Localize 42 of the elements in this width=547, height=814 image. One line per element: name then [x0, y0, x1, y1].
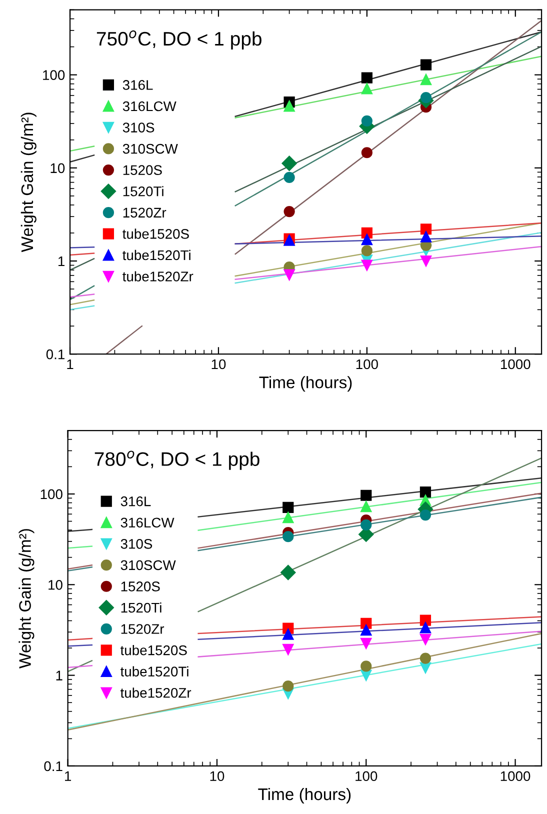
- legend-label: 310SCW: [122, 144, 178, 154]
- x-tick-label: 1: [67, 359, 74, 370]
- y-tick-label: 0.1: [44, 761, 62, 772]
- x-tick-label: 10: [210, 771, 224, 782]
- legend-label: 316LCW: [120, 518, 174, 528]
- text: 780$^{o}$C, DO < 1 ppb: [94, 450, 260, 470]
- legend-label: 310S: [120, 538, 152, 549]
- legend-label: tube1520Ti: [122, 250, 190, 260]
- y-tick-label: 100: [43, 70, 65, 80]
- x-axis-title: Time (hours): [259, 376, 352, 392]
- y-tick-label: 10: [48, 580, 62, 590]
- y-tick-label: 100: [40, 489, 62, 500]
- x-tick-label: 100: [356, 771, 378, 782]
- x-tick-label: 1: [65, 771, 72, 781]
- legend-label: tube1520S: [122, 228, 189, 239]
- x-tick-label: 1000: [501, 359, 530, 370]
- legend-label: 316L: [122, 80, 153, 90]
- legend-label: 316L: [120, 496, 151, 506]
- y-tick-label: 10: [50, 163, 65, 174]
- legend-label: tube1520Ti: [120, 666, 188, 676]
- legend-label: tube1520Zr: [122, 271, 194, 282]
- y-tick-label: 1: [58, 256, 64, 266]
- y-tick-label: 1: [56, 670, 62, 680]
- legend-label: tube1520S: [120, 645, 187, 656]
- legend-label: 1520Zr: [121, 624, 164, 634]
- y-axis-title: Weight Gain (g/m²): [18, 529, 34, 668]
- y-tick-label: 0.1: [46, 349, 64, 360]
- x-tick-label: 10: [212, 359, 226, 370]
- x-tick-label: 1000: [500, 771, 530, 782]
- y-axis-title: Weight Gain (g/m²): [20, 112, 36, 252]
- legend-label: 1520S: [123, 165, 162, 176]
- text: 750$^{o}$C, DO < 1 ppb: [96, 30, 262, 50]
- legend-label: 316LCW: [122, 101, 176, 112]
- legend-label: 1520S: [121, 582, 160, 592]
- legend-label: 1520Ti: [123, 186, 164, 196]
- legend-label: 1520Ti: [121, 602, 162, 613]
- x-tick-label: 100: [356, 359, 378, 370]
- legend-label: 1520Zr: [123, 208, 166, 218]
- legend-label: tube1520Zr: [120, 688, 192, 698]
- legend-label: 310SCW: [120, 560, 176, 570]
- x-axis-title: Time (hours): [258, 788, 351, 804]
- legend-label: 310S: [122, 122, 154, 132]
